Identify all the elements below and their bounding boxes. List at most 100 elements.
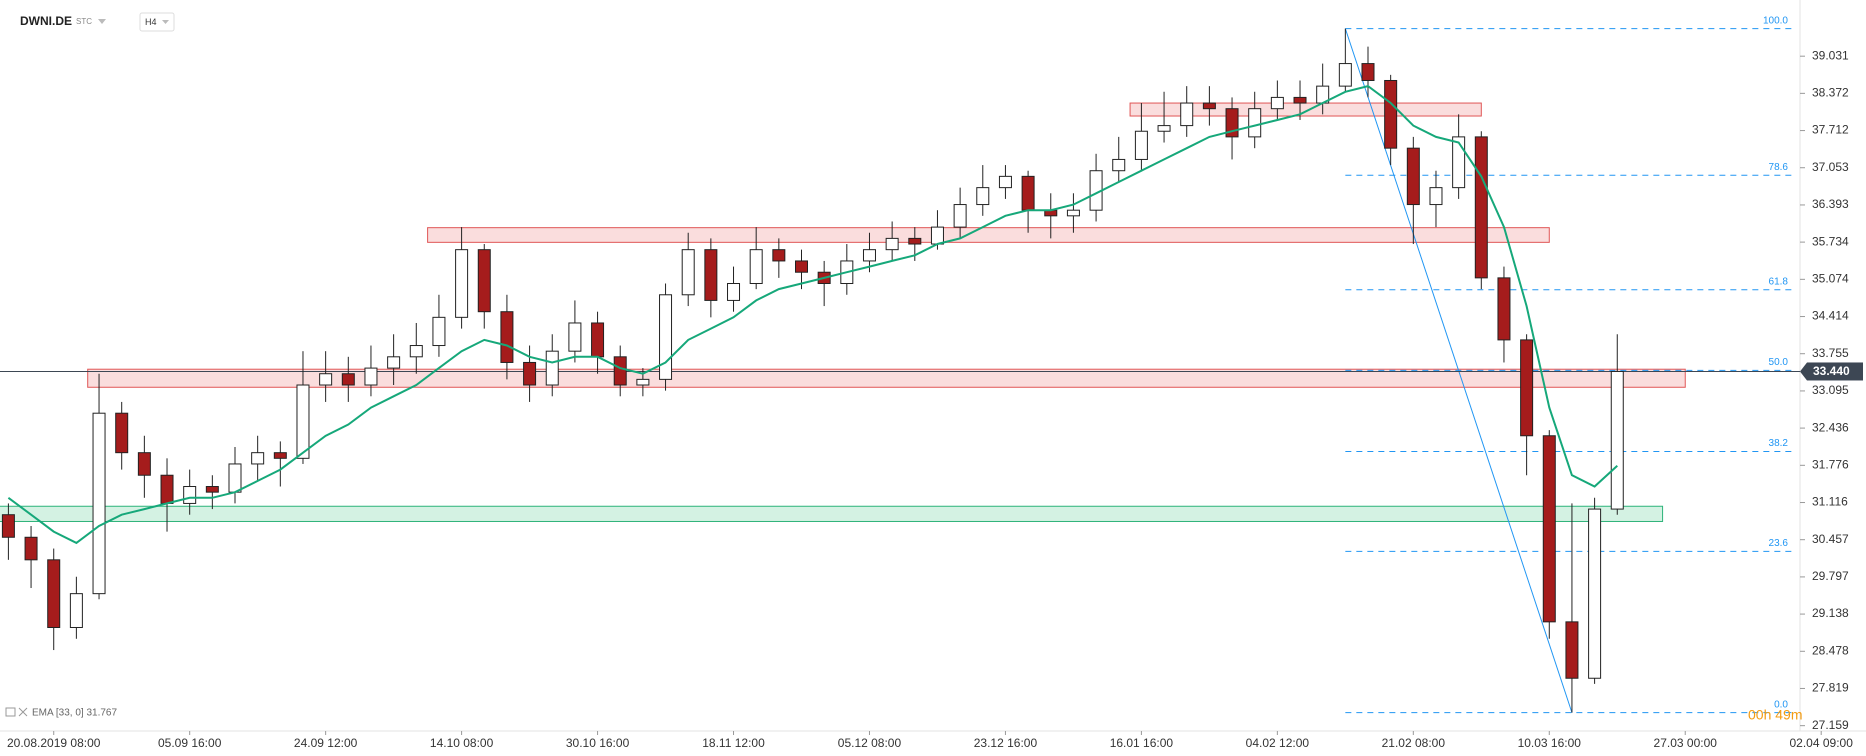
candle-body <box>1202 102 1216 110</box>
candle-body <box>885 237 899 251</box>
dropdown-arrow[interactable] <box>98 19 106 24</box>
zone <box>427 227 1550 243</box>
fib-label: 38.2 <box>1769 438 1789 449</box>
candle-body <box>1520 339 1534 437</box>
candle-body <box>704 249 718 301</box>
candle-body <box>69 593 83 628</box>
axes: 39.031 38.372 37.712 37.053 36.393 35.734 35.0… <box>7 48 1863 750</box>
candle-body <box>205 486 219 493</box>
candle-body <box>1384 79 1398 149</box>
candle-body <box>1497 277 1511 341</box>
candle-body <box>908 237 922 245</box>
candle-body <box>1565 621 1579 679</box>
candle-body <box>1338 63 1352 87</box>
candle-body <box>523 361 537 386</box>
y-tick-label: 31.116 <box>1812 495 1848 509</box>
y-tick-label: 37.712 <box>1812 123 1849 137</box>
x-tick-label: 20.08.2019 08:00 <box>7 736 101 750</box>
x-tick-label: 18.11 12:00 <box>702 736 765 750</box>
x-tick-label: 04.02 12:00 <box>1246 736 1310 750</box>
x-tick-label: 27.03 00:00 <box>1654 736 1718 750</box>
symbol-type[interactable]: STC <box>76 17 92 26</box>
y-tick-label: 38.372 <box>1812 86 1849 100</box>
y-tick-label: 36.393 <box>1812 197 1849 211</box>
candle-body <box>477 249 491 313</box>
legend-close[interactable] <box>18 707 28 717</box>
fib-label: 61.8 <box>1769 276 1789 287</box>
last-price-label: 33.440 <box>1813 364 1850 378</box>
candle-body <box>24 536 38 561</box>
x-tick-label: 21.02 08:00 <box>1382 736 1446 750</box>
candle-body <box>862 249 876 262</box>
candle-body <box>998 175 1012 189</box>
y-tick-label: 29.138 <box>1812 606 1849 620</box>
timeframe-box[interactable] <box>139 12 175 32</box>
candle-body <box>795 260 808 273</box>
candle-body <box>1134 130 1148 160</box>
candle-body <box>228 463 242 493</box>
candle-body <box>545 350 559 386</box>
x-tick-label: 05.12 08:00 <box>838 736 902 750</box>
candle-body <box>591 322 605 358</box>
candle-body <box>137 452 151 476</box>
candle-body <box>1 514 15 538</box>
candle-body <box>251 452 265 465</box>
candle-body <box>1293 96 1307 104</box>
x-tick-label: 05.09 16:00 <box>158 736 222 750</box>
candle-body <box>1157 125 1171 132</box>
y-tick-label: 27.159 <box>1812 718 1849 732</box>
candle-body <box>1021 175 1035 211</box>
fib-label: 78.6 <box>1769 162 1789 173</box>
candle-body <box>409 345 423 358</box>
candle-body <box>1066 209 1080 217</box>
last-price-pointer <box>1800 362 1807 381</box>
y-tick-label: 30.457 <box>1812 532 1849 546</box>
indicator-label: EMA [33, 0] 31.767 <box>32 708 117 719</box>
x-tick-label: 10.03 16:00 <box>1518 736 1582 750</box>
ema <box>7 85 1618 545</box>
candle-body <box>1180 102 1194 127</box>
candle-body <box>613 356 627 386</box>
y-tick-label: 35.074 <box>1812 272 1849 286</box>
x-tick-label: 16.01 16:00 <box>1110 736 1174 750</box>
candle-body <box>115 412 129 454</box>
candle-body <box>1112 158 1126 172</box>
candle-body <box>976 187 990 206</box>
candle-body <box>1270 96 1284 110</box>
candle-body <box>953 204 967 228</box>
x-tick-label: 23.12 16:00 <box>974 736 1038 750</box>
timeframe[interactable]: H4 <box>145 17 157 27</box>
legend-icon[interactable] <box>5 707 16 717</box>
candle-body <box>160 474 174 504</box>
dropdown-arrow[interactable] <box>162 20 169 24</box>
candle-body <box>47 559 61 628</box>
candle-body <box>1248 108 1262 138</box>
y-tick-label: 31.776 <box>1812 457 1849 471</box>
candle-body <box>772 249 786 262</box>
zone <box>0 505 1664 522</box>
toolbar: DWNI.DE STC H4 <box>20 12 175 32</box>
candle-body <box>364 367 378 386</box>
fib-label: 50.0 <box>1769 357 1789 368</box>
y-tick-label: 29.797 <box>1812 569 1849 583</box>
y-tick-label: 32.436 <box>1812 420 1849 434</box>
candle-body <box>659 294 673 380</box>
candle-body <box>455 249 469 318</box>
candle-body <box>273 452 287 459</box>
candle-body <box>749 249 763 285</box>
zones <box>0 102 1686 522</box>
x-tick-label: 24.09 12:00 <box>294 736 358 750</box>
y-tick-label: 28.478 <box>1812 643 1849 657</box>
y-tick-label: 39.031 <box>1812 48 1849 62</box>
x-tick-label: 30.10 16:00 <box>566 736 630 750</box>
fib-label: 0.0 <box>1774 699 1788 710</box>
last-price-box <box>1807 362 1863 381</box>
x-tick-label: 14.10 08:00 <box>430 736 494 750</box>
candle-timer: 00h 49m <box>1748 707 1802 723</box>
candle-body <box>500 311 514 363</box>
candle-body <box>1588 508 1602 679</box>
candle-body <box>183 486 197 504</box>
candle-body <box>1542 435 1556 623</box>
fib-label: 100.0 <box>1763 15 1788 26</box>
candle-body <box>387 356 401 369</box>
